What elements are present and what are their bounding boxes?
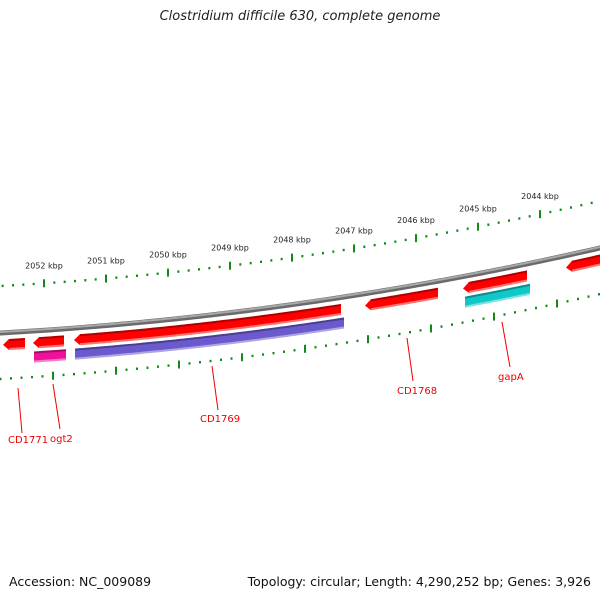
gene-leader-line xyxy=(52,383,61,430)
ogt2-feature[interactable] xyxy=(33,349,67,363)
cd1769-feature-shade xyxy=(74,317,345,351)
gene-label-ogt2[interactable]: ogt2 xyxy=(50,434,73,445)
gene-arrow-4[interactable] xyxy=(463,270,528,293)
gene-arrow-5-highlight xyxy=(571,263,600,272)
gene-arrow-5-shade xyxy=(571,254,600,263)
gapa-feature-body xyxy=(465,283,530,308)
gene-leader-line xyxy=(17,387,23,434)
scale-label: 2052 kbp xyxy=(25,261,63,270)
gene-arrow-1-shade xyxy=(38,335,65,340)
gene-arrow-1-body xyxy=(33,335,64,349)
gene-label-cd1769[interactable]: CD1769 xyxy=(200,414,240,425)
scale-label: 2044 kbp xyxy=(521,192,559,201)
ogt2-feature-highlight xyxy=(33,358,67,363)
gene-arrow-3-body xyxy=(365,287,438,311)
gene-arrow-2-shade xyxy=(79,303,342,337)
gene-arrow-2-highlight xyxy=(79,312,342,346)
scale-label: 2051 kbp xyxy=(87,257,125,266)
gene-leader-line xyxy=(406,337,414,382)
gene-label-cd1768[interactable]: CD1768 xyxy=(397,386,437,397)
map-title: Clostridium difficile 630, complete geno… xyxy=(159,9,441,24)
gene-arrow-0-highlight xyxy=(8,347,26,350)
gene-arrow-4-shade xyxy=(468,270,528,284)
gene-leader-line xyxy=(501,321,511,368)
backbone xyxy=(0,245,600,334)
cd1769-feature-highlight xyxy=(74,326,345,360)
gene-arrow-5-body xyxy=(566,254,600,272)
gene-arrow-2[interactable] xyxy=(74,303,342,346)
gene-arrow-5[interactable] xyxy=(566,254,600,272)
cd1769-feature-body xyxy=(75,317,344,360)
scale-label: 2046 kbp xyxy=(397,216,435,225)
gene-arrow-3[interactable] xyxy=(365,287,439,311)
gene-label-gapa[interactable]: gapA xyxy=(498,372,524,383)
accession-text: Accession: NC_009089 xyxy=(9,574,152,589)
gapa-feature[interactable] xyxy=(464,283,531,308)
gene-arrow-3-shade xyxy=(370,287,439,302)
gene-arrow-3-highlight xyxy=(370,296,439,311)
scale-label: 2047 kbp xyxy=(335,226,373,235)
scale-label: 2049 kbp xyxy=(211,244,249,253)
gene-leader-line xyxy=(211,365,219,411)
genome-summary-text: Topology: circular; Length: 4,290,252 bp… xyxy=(247,574,591,589)
gene-arrow-2-body xyxy=(74,303,341,346)
gene-arrow-4-highlight xyxy=(468,279,528,293)
cd1769-feature[interactable] xyxy=(74,317,345,360)
scale-label: 2048 kbp xyxy=(273,236,311,245)
gene-arrow-1[interactable] xyxy=(33,335,65,349)
gene-arrow-0-shade xyxy=(8,338,26,341)
gene-arrow-4-body xyxy=(463,270,527,293)
ogt2-feature-body xyxy=(34,349,66,363)
scale-label: 2045 kbp xyxy=(459,205,497,214)
gene-arrow-1-highlight xyxy=(38,344,65,349)
gene-label-cd1771[interactable]: CD1771 xyxy=(8,435,48,446)
scale-label: 2050 kbp xyxy=(149,251,187,260)
gapa-feature-shade xyxy=(464,283,531,299)
ogt2-feature-shade xyxy=(33,349,67,354)
gene-arrow-0[interactable] xyxy=(3,338,26,350)
gapa-feature-highlight xyxy=(464,292,531,308)
gene-arrow-0-body xyxy=(3,338,25,350)
